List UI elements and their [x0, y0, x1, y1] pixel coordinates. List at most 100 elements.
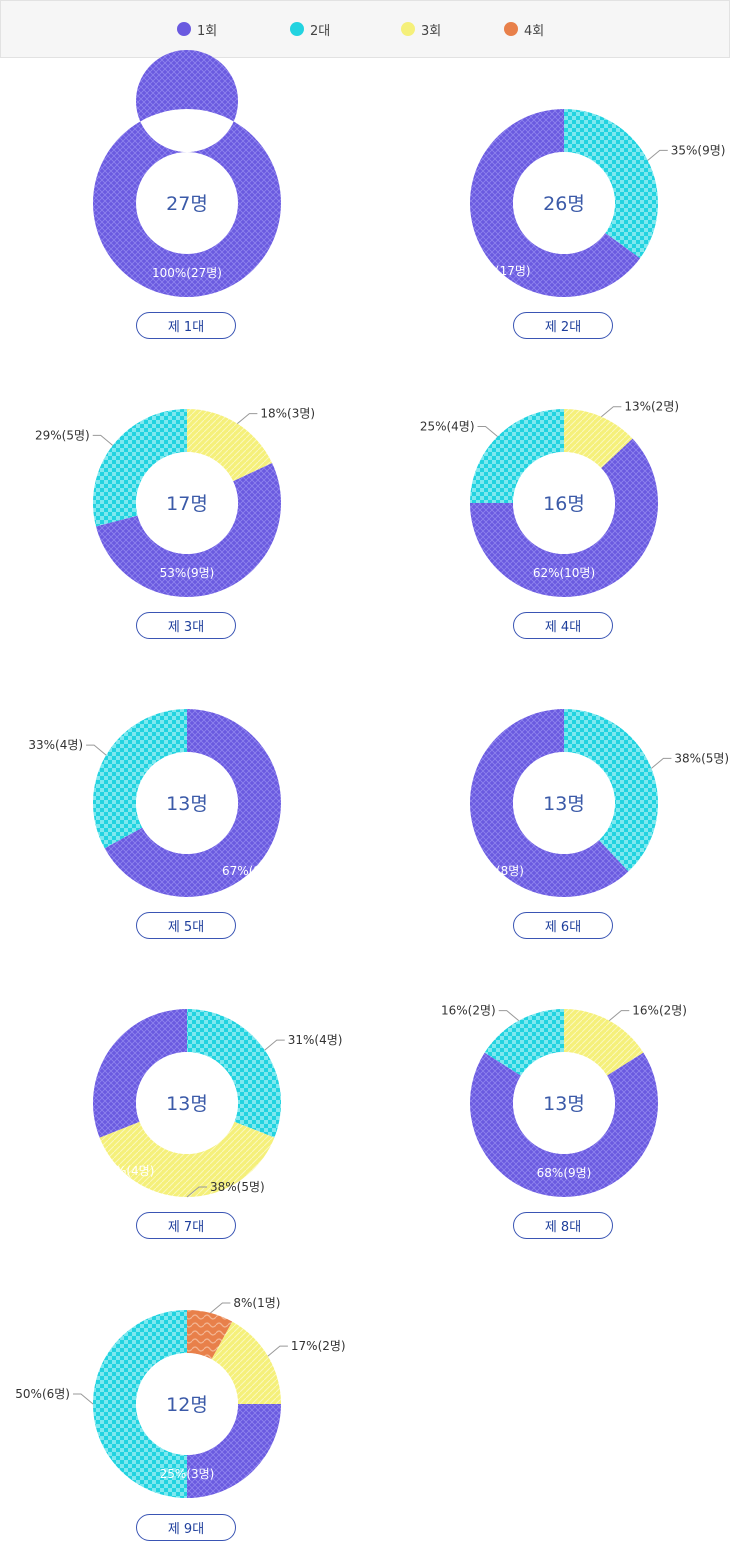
donut-4-slice-2[interactable]	[470, 438, 658, 597]
legend-item-2[interactable]: 2대	[290, 19, 330, 39]
donut-4-slice-1-label: 13%(2명)	[624, 400, 679, 414]
tab-term-2[interactable]: 제 2대	[513, 312, 613, 339]
donut-6-hole	[513, 752, 615, 854]
legend-swatch-4-icon	[504, 22, 518, 36]
donut-6-total: 13명	[543, 793, 585, 815]
donut-4-leader-1	[601, 406, 622, 418]
legend-swatch-3-icon	[401, 22, 415, 36]
donut-chart-9: 8%(1명) 17%(2명) 25%(3명) 50%(6명) 12명	[15, 1296, 346, 1498]
donut-8-leader-3	[498, 1010, 520, 1022]
donut-2-slice-1[interactable]	[564, 109, 658, 259]
donut-2-slice-2-label: 65%(17명)	[468, 264, 530, 278]
legend-swatch-1-icon	[177, 22, 191, 36]
tab-term-9[interactable]: 제 9대	[136, 1514, 236, 1541]
chart-legend: 1회 2대 3회 4회	[0, 0, 730, 58]
donut-8-slice-3[interactable]	[484, 1009, 564, 1076]
donut-chart-7: 31%(4명) 38%(5명) 31%(4명) 13명	[92, 1009, 343, 1198]
tab-term-5[interactable]: 제 5대	[136, 912, 236, 939]
donut-1-hole	[136, 152, 238, 254]
donut-6-slice-2[interactable]	[470, 709, 629, 897]
donut-7-slice-1[interactable]	[187, 1009, 282, 1138]
donut-4-leader-3	[477, 426, 498, 437]
legend-label-1: 1회	[197, 23, 218, 39]
donut-7-slice-2[interactable]	[99, 1121, 275, 1197]
donut-8-total: 13명	[543, 1093, 585, 1115]
donut-4-slice-3-label: 25%(4명)	[420, 420, 475, 434]
donut-9-slice-2-label: 17%(2명)	[291, 1339, 346, 1353]
donut-4-slice-1[interactable]	[564, 409, 633, 469]
donut-8-slice-2[interactable]	[470, 1052, 658, 1197]
donut-9-slice-2[interactable]	[211, 1321, 281, 1404]
donut-5-leader-2	[86, 744, 107, 756]
donut-6-leader-1	[651, 757, 672, 769]
donut-9-leader-1	[210, 1302, 231, 1314]
donut-2-total: 26명	[543, 193, 585, 215]
tab-term-6[interactable]: 제 6대	[513, 912, 613, 939]
tab-term-4[interactable]: 제 4대	[513, 612, 613, 639]
donut-7-hole	[136, 1052, 238, 1154]
donut-3-leader-1	[237, 413, 258, 425]
legend-item-3[interactable]: 3회	[401, 19, 441, 39]
tab-term-1[interactable]: 제 1대	[136, 312, 236, 339]
legend-item-4[interactable]: 4회	[504, 19, 544, 39]
donut-chart-5: 67%(9명) 33%(4명) 13명	[28, 709, 281, 898]
donut-4-slice-3[interactable]	[470, 409, 564, 503]
legend-item-1[interactable]: 1회	[177, 19, 217, 39]
donut-1-total: 27명	[166, 193, 208, 215]
donut-7-leader-2	[186, 1186, 207, 1198]
donut-3-hole	[136, 452, 238, 554]
donut-3-slice-2[interactable]	[95, 462, 282, 598]
donut-4-total: 16명	[543, 493, 585, 515]
donut-6-slice-2-label: 62%(8명)	[469, 864, 524, 878]
donut-3-slice-3-label: 29%(5명)	[35, 428, 90, 442]
donut-2-slice-1-label: 35%(9명)	[671, 143, 726, 157]
donut-9-slice-4-label: 50%(6명)	[15, 1387, 70, 1401]
donut-8-slice-3-label: 16%(2명)	[441, 1004, 496, 1018]
donut-9-leader-4	[73, 1393, 94, 1405]
donut-9-slice-3-label: 25%(3명)	[160, 1467, 215, 1481]
donut-3-total: 17명	[166, 493, 208, 515]
donut-9-slice-3[interactable]	[187, 1404, 281, 1498]
donut-3-slice-1[interactable]	[187, 409, 273, 482]
donut-chart-4: 13%(2명) 62%(10명) 25%(4명) 16명	[420, 400, 679, 597]
donut-8-slice-1-label: 16%(2명)	[632, 1004, 687, 1018]
donut-9-leader-2	[267, 1345, 288, 1357]
donut-6-slice-1-label: 38%(5명)	[674, 751, 729, 765]
donut-7-leader-1	[264, 1039, 285, 1051]
donut-3-slice-2-label: 53%(9명)	[160, 566, 215, 580]
donut-9-slice-1-label: 8%(1명)	[233, 1296, 280, 1310]
donut-2-hole	[513, 152, 615, 254]
donut-7-slice-3[interactable]	[92, 1009, 187, 1138]
donut-6-slice-1[interactable]	[564, 709, 658, 872]
tab-term-3[interactable]: 제 3대	[136, 612, 236, 639]
donut-chart-3: 18%(3명) 53%(9명) 29%(5명) 17명	[35, 407, 315, 598]
donut-2-leader-1	[647, 149, 668, 161]
donut-8-slice-2-label: 68%(9명)	[537, 1166, 592, 1180]
donut-7-total: 13명	[166, 1093, 208, 1115]
donut-4-hole	[513, 452, 615, 554]
donut-7-slice-2-label: 38%(5명)	[210, 1180, 265, 1194]
legend-label-2: 2대	[310, 23, 331, 39]
tab-term-8[interactable]: 제 8대	[513, 1212, 613, 1239]
donut-9-slice-1[interactable]	[187, 1310, 233, 1360]
donut-1-slice-1-label: 100%(27명)	[152, 266, 222, 280]
donut-5-slice-2-label: 33%(4명)	[28, 738, 83, 752]
donut-9-total: 12명	[166, 1394, 208, 1416]
donut-2-slice-2[interactable]	[470, 108, 641, 297]
donut-5-hole	[136, 752, 238, 854]
donut-5-slice-1[interactable]	[104, 709, 281, 898]
donut-3-leader-3	[92, 434, 114, 446]
tab-term-7[interactable]: 제 7대	[136, 1212, 236, 1239]
donut-chart-2: 35%(9명) 65%(17명) 26명	[468, 108, 726, 297]
donut-chart-1: 100%(27명) 27명	[92, 50, 281, 298]
donut-3-slice-3[interactable]	[93, 409, 187, 527]
donut-9-slice-4[interactable]	[93, 1310, 187, 1498]
donut-8-leader-1	[608, 1010, 630, 1022]
donut-8-slice-1[interactable]	[564, 1009, 644, 1076]
donut-4-slice-2-label: 62%(10명)	[533, 566, 595, 580]
legend-label-4: 4회	[524, 23, 545, 39]
donut-7-slice-1-label: 31%(4명)	[288, 1033, 343, 1047]
donut-5-slice-2[interactable]	[93, 709, 187, 849]
donut-chart-8: 16%(2명) 68%(9명) 16%(2명) 13명	[441, 1004, 687, 1197]
